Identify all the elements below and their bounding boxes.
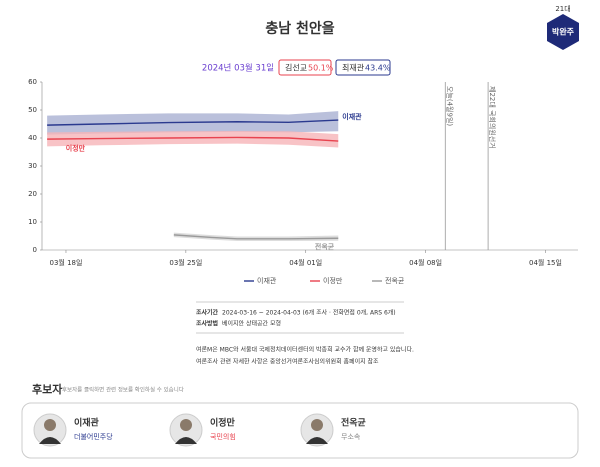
- avatar-head: [311, 419, 323, 431]
- note: 여론조사 관련 자세한 사항은 중앙선거여론조사심의위원회 홈페이지 참조: [196, 358, 379, 366]
- result-name: 최재관: [342, 63, 365, 73]
- x-tick-label: 03월 18일: [50, 258, 83, 267]
- method: 베이지안 상태공간 모형: [222, 320, 281, 328]
- badge: [547, 14, 579, 50]
- legend-label: 이재관: [257, 276, 277, 285]
- confidence-band: [47, 131, 339, 148]
- legend-label: 전옥균: [385, 276, 405, 285]
- series-line: [173, 234, 339, 240]
- y-tick-label: 50: [28, 106, 37, 114]
- date: 2024년 03월 31일: [202, 63, 274, 74]
- candidate-party: 더불어민주당: [74, 432, 113, 441]
- badge-term: 21대: [555, 5, 570, 13]
- y-tick-label: 60: [28, 78, 37, 86]
- series-label: 이정만: [66, 143, 86, 152]
- result-value: 43.4%: [365, 64, 391, 73]
- candidate-name: 이재관: [74, 417, 100, 429]
- marker-label: 오늘(4월9일): [445, 86, 454, 126]
- method-label: 조사방법: [196, 320, 218, 328]
- y-tick-label: 0: [33, 246, 37, 254]
- marker-label: 제22대 국회의원선거: [488, 86, 497, 149]
- x-tick-label: 04월 08일: [409, 258, 442, 267]
- legend-label: 이정만: [323, 276, 343, 285]
- hint: 후보자를 클릭하면 관련 정보를 확인하실 수 있습니다: [62, 386, 184, 394]
- result-box: [278, 59, 332, 76]
- result-box: [335, 59, 391, 76]
- period: 2024-03-16 ~ 2024-04-03 (6개 조사 · 전화면접 0개…: [222, 309, 396, 317]
- badge-name: 박완주: [552, 27, 575, 37]
- candidate-panel: [21, 402, 579, 459]
- title: 충남 천안을: [265, 20, 334, 37]
- series-line: [47, 119, 339, 126]
- y-tick-label: 40: [28, 134, 37, 142]
- x-tick-label: 04월 01일: [289, 258, 322, 267]
- period-label: 조사기간: [196, 309, 219, 317]
- series-label: 전옥균: [315, 242, 335, 251]
- avatar-head: [44, 419, 56, 431]
- avatar-body: [175, 437, 197, 444]
- y-tick-label: 20: [28, 190, 37, 198]
- candidate-party: 무소속: [341, 433, 361, 441]
- note: 여론M은 MBC와 서울대 국제정치데이터센터의 박종희 교수가 함께 운영하고…: [196, 346, 414, 354]
- avatar-head: [180, 419, 192, 431]
- result-name: 김선교: [285, 63, 307, 73]
- result-value: 50.1%: [308, 64, 334, 73]
- x-tick-label: 04월 15일: [529, 258, 562, 267]
- candidate-party: 국민의힘: [210, 432, 236, 441]
- avatar-body: [39, 437, 61, 444]
- y-tick-label: 10: [28, 218, 37, 226]
- candidate-name: 전옥균: [341, 417, 367, 429]
- avatar-body: [306, 437, 328, 444]
- x-tick-label: 03월 25일: [169, 258, 202, 267]
- series-line: [47, 136, 339, 142]
- y-tick-label: 30: [28, 162, 37, 170]
- section-title: 후보자: [32, 382, 63, 396]
- series-label: 이재관: [342, 112, 362, 121]
- candidate-name: 이정만: [210, 417, 236, 429]
